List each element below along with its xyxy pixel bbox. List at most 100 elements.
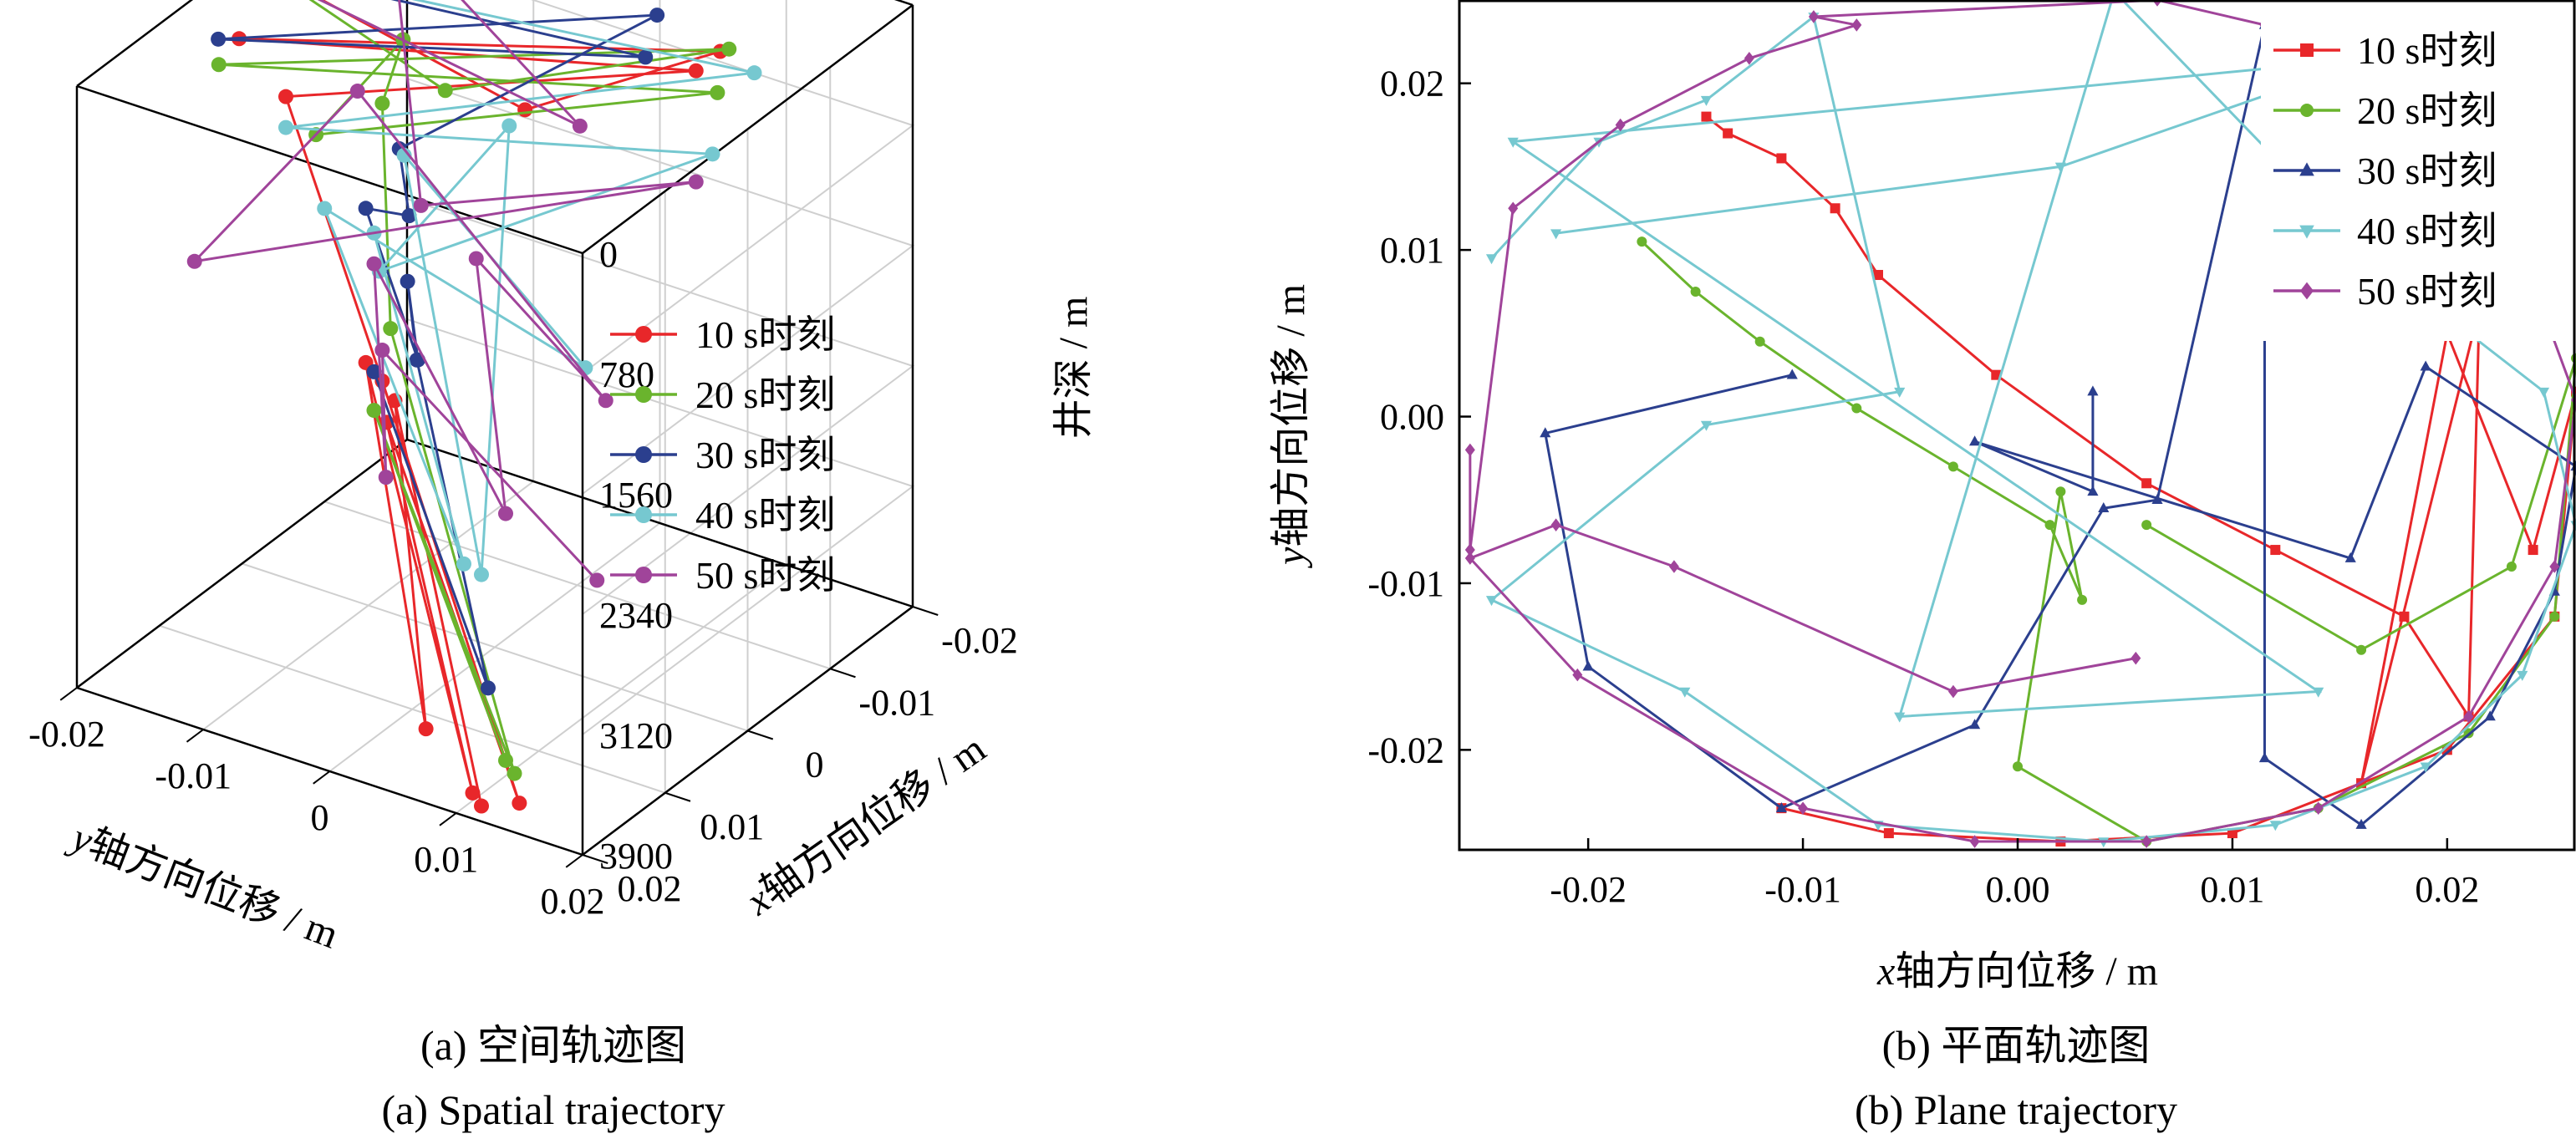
series-2-point	[437, 83, 453, 99]
floor-grid-line	[242, 562, 748, 732]
series-3-point	[649, 8, 665, 23]
series-1-point	[278, 89, 293, 104]
series-5-point	[378, 470, 394, 486]
plane-plot-legend: 10 s时刻 20 s时刻 30 s时刻 40 s时刻 50 s时刻	[2261, 15, 2570, 341]
plane-legend-marker-1	[2300, 43, 2314, 57]
z-tick-label: 0	[599, 234, 618, 275]
z-tick-label: 3900	[599, 836, 673, 877]
y-tick-mark	[186, 729, 204, 743]
spatial-plot-ticks: -0.02-0.0100.010.02-0.02-0.0100.010.0207…	[28, 234, 1018, 922]
plane-series-1-point	[1830, 203, 1840, 214]
plane-series-1-point	[1701, 111, 1712, 122]
plane-series-5-point	[1550, 518, 1561, 531]
plane-y-axis-text: 轴方向位移 / m	[1269, 284, 1313, 547]
plane-series-3-point	[1786, 369, 1798, 379]
plane-series-1-point	[1883, 828, 1894, 839]
y-tick-label: 0	[311, 797, 329, 838]
plane-trajectory-plot: -0.02 -0.01 0.00 0.01 0.02 -0.02 -0.01 0.00 0.01…	[1269, 0, 2576, 1133]
plane-series-1-point	[1723, 128, 1733, 139]
series-2-point	[498, 752, 513, 768]
caption-a-en: (a) Spatial trajectory	[382, 1086, 725, 1133]
plane-series-5-point	[1615, 118, 1626, 132]
series-4-point	[705, 146, 720, 162]
x-tick-label: -0.02	[941, 620, 1018, 661]
plane-series-4-point	[2420, 762, 2431, 773]
series-5-point	[498, 506, 513, 521]
plane-series-4-point	[2517, 670, 2528, 681]
series-5-point	[374, 343, 390, 358]
plane-series-5-point	[1851, 18, 1862, 32]
plane-y-tick-label: -0.02	[1367, 730, 1444, 770]
z-tick-label: 3120	[599, 715, 673, 756]
legend-marker-3	[635, 446, 652, 463]
plane-legend-label-2: 20 s时刻	[2357, 89, 2497, 132]
spatial-y-axis-text: 轴方向位移 / m	[83, 821, 344, 957]
series-3-point	[481, 680, 496, 696]
x-tick-mark	[912, 606, 939, 616]
plane-legend-marker-3	[2299, 162, 2314, 176]
plane-plot-ticks: -0.02 -0.01 0.00 0.01 0.02 -0.02 -0.01 0.00 0.01…	[1367, 64, 2479, 910]
plane-x-tick-label: 0.01	[2200, 869, 2264, 910]
x-tick-mark	[582, 854, 608, 864]
legend-label-3: 30 s时刻	[695, 434, 835, 476]
series-5-point	[598, 393, 613, 409]
plane-series-2-point	[2141, 520, 2152, 531]
plane-x-axis-label: x轴方向位移 / m	[1876, 949, 2158, 994]
plane-series-1-point	[2227, 828, 2237, 839]
plane-series-4-point	[1700, 420, 1713, 431]
series-2-point	[721, 41, 737, 57]
plane-series-5-point	[1798, 801, 1809, 815]
plane-y-axis-label: y轴方向位移 / m	[1269, 284, 1313, 569]
series-2-point	[366, 403, 382, 419]
series-2-point	[374, 95, 390, 111]
series-4-point	[317, 201, 333, 216]
plane-y-tick-label: 0.01	[1380, 230, 1444, 271]
plane-series-4-point	[2054, 162, 2066, 173]
plane-series-3-line	[1544, 24, 2576, 826]
z-tick-label: 1560	[599, 475, 673, 516]
y-tick-label: -0.02	[28, 714, 105, 755]
spatial-x-axis-text: 轴方向位移 / m	[753, 726, 994, 913]
plane-series-3-point	[2344, 552, 2356, 562]
plane-series-3-point	[2484, 710, 2496, 721]
y-tick-label: -0.01	[155, 755, 232, 796]
floor-grid-line	[159, 624, 666, 794]
x-tick-mark	[829, 668, 856, 679]
plane-legend-background	[2261, 15, 2570, 341]
series-5-point	[468, 251, 484, 267]
plane-x-tick-label: 0.02	[2415, 869, 2479, 910]
series-1-point	[688, 63, 704, 79]
plane-series-2-point	[2013, 761, 2023, 772]
plane-series-4-point	[1485, 254, 1498, 265]
plane-y-tick-label: 0.00	[1380, 397, 1444, 438]
plane-series-3-point	[1969, 435, 1981, 446]
x-tick-label: -0.01	[858, 682, 935, 723]
plane-series-3-point	[1969, 719, 1981, 730]
box-edge	[582, 4, 914, 254]
series-1-point	[474, 798, 489, 814]
legend-label-5: 50 s时刻	[695, 554, 835, 597]
plane-x-axis-var: x	[1876, 949, 1895, 994]
series-2-point	[507, 765, 522, 781]
spatial-z-axis-label: 井深 / m	[1051, 297, 1096, 440]
caption-a-zh: (a) 空间轨迹图	[420, 1022, 686, 1069]
plane-series-1-point	[2141, 478, 2152, 489]
spatial-trajectory-plot: -0.02-0.0100.010.02-0.02-0.0100.010.0207…	[28, 0, 1096, 1133]
plane-series-2-point	[1851, 403, 1862, 414]
series-3-point	[638, 49, 654, 65]
plane-series-3-point	[2098, 502, 2110, 513]
series-3-line	[218, 0, 658, 689]
plane-series-5-point	[1464, 443, 1475, 457]
series-2-point	[710, 84, 725, 100]
series-4-line	[285, 0, 755, 575]
plane-y-axis-var: y	[1269, 547, 1313, 569]
plane-series-1-point	[1776, 153, 1787, 164]
plane-series-3-point	[2087, 486, 2099, 496]
plane-series-5-line	[1468, 0, 2576, 843]
y-tick-label: 0.02	[541, 881, 605, 922]
plane-series-4-point	[1550, 229, 1562, 240]
y-tick-mark	[439, 812, 457, 826]
plane-series-4-point	[1485, 596, 1498, 607]
plane-series-3-point	[1582, 660, 1594, 671]
series-1-point	[512, 796, 527, 811]
